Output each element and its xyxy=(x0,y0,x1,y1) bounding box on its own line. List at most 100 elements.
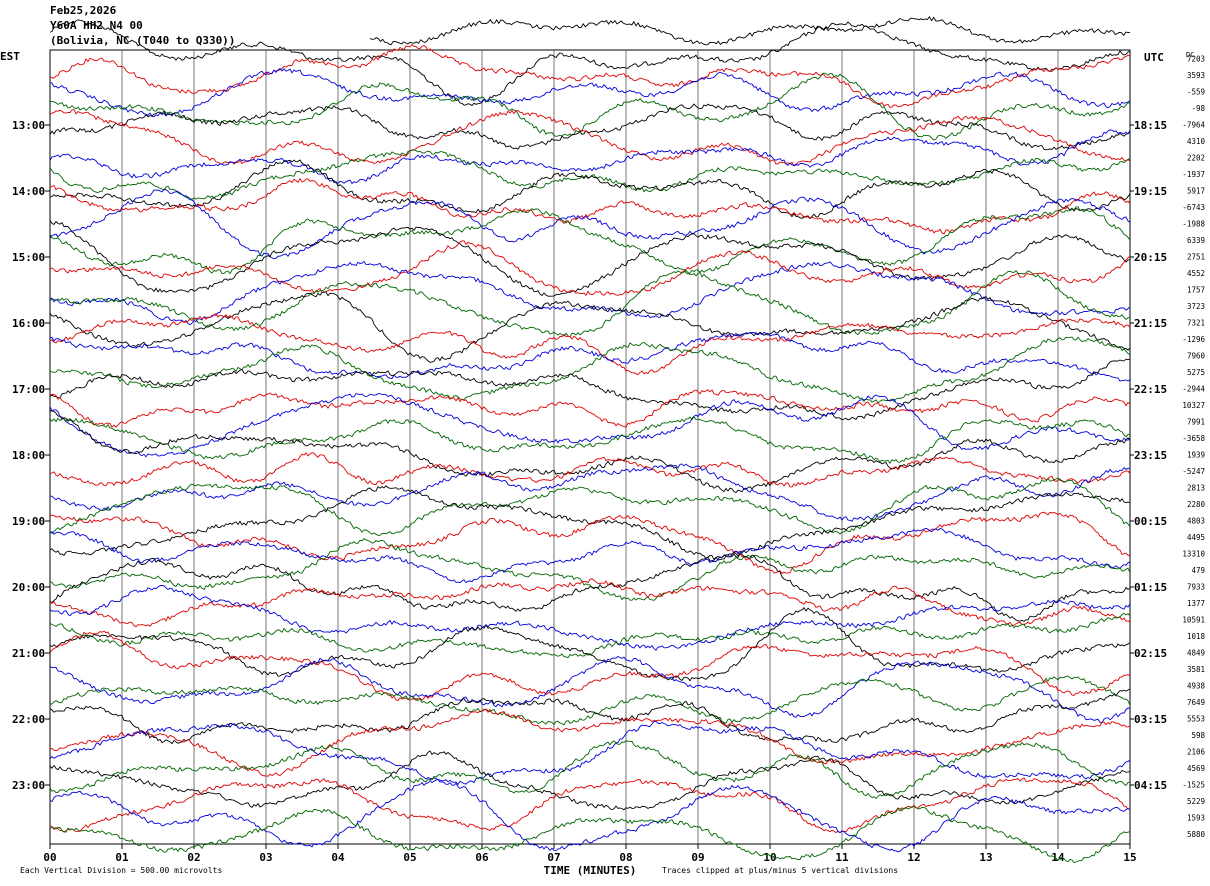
x-tick-label-06: 06 xyxy=(475,851,489,864)
trace-8 xyxy=(50,150,1130,199)
est-hour-label-5: 17:00 xyxy=(12,383,45,396)
utc-hour-label-5: 22:15 xyxy=(1134,383,1167,396)
dc-offset-3: -559 xyxy=(1187,88,1205,97)
dc-offset-10: -6743 xyxy=(1182,203,1205,212)
trace-19 xyxy=(50,332,1130,381)
utc-hour-label-7: 00:15 xyxy=(1134,515,1167,528)
x-tick-label-13: 13 xyxy=(979,851,992,864)
trace-48 xyxy=(50,807,1130,863)
dc-offset-25: 1939 xyxy=(1187,451,1205,460)
trace-6 xyxy=(50,110,1130,166)
trace-3 xyxy=(50,69,1130,117)
dc-offset-12: 6339 xyxy=(1187,236,1205,245)
trace-42 xyxy=(50,709,1130,776)
trace-40 xyxy=(50,676,1130,725)
x-tick-label-12: 12 xyxy=(907,851,920,864)
dc-offset-2: 3593 xyxy=(1187,71,1205,80)
trace-16 xyxy=(50,270,1130,337)
right-axis-label: UTC xyxy=(1144,51,1164,64)
est-hour-label-10: 22:00 xyxy=(12,713,45,726)
trace-11 xyxy=(50,189,1130,258)
station-label: Y60A HH2 N4 00 xyxy=(50,20,143,32)
trace-1 xyxy=(50,20,1130,106)
dc-offset-27: 2813 xyxy=(1187,484,1205,493)
x-axis-title: TIME (MINUTES) xyxy=(544,864,637,877)
trace-10 xyxy=(50,179,1130,234)
dc-offset-33: 7933 xyxy=(1187,583,1205,592)
utc-hour-label-8: 01:15 xyxy=(1134,581,1167,594)
dc-offset-34: 1377 xyxy=(1187,599,1205,608)
dc-offset-28: 2280 xyxy=(1187,500,1206,509)
clip-note: Traces clipped at plus/minus 5 vertical … xyxy=(662,866,898,875)
trace-13 xyxy=(50,221,1130,297)
dc-offset-47: 1593 xyxy=(1187,814,1205,823)
dc-offset-44: 4569 xyxy=(1187,764,1205,773)
x-tick-label-01: 01 xyxy=(115,851,129,864)
trace-27 xyxy=(50,464,1130,521)
utc-hour-label-9: 02:15 xyxy=(1134,647,1167,660)
dc-offset-21: -2944 xyxy=(1182,385,1205,394)
dc-offset-26: -5247 xyxy=(1182,467,1205,476)
x-tick-label-07: 07 xyxy=(547,851,560,864)
dc-offset-5: -7964 xyxy=(1182,121,1205,130)
trace-2 xyxy=(50,45,1130,108)
dc-offset-16: 3723 xyxy=(1187,302,1205,311)
trace-41 xyxy=(50,689,1130,744)
utc-hour-label-1: 18:15 xyxy=(1134,119,1167,132)
trace-45 xyxy=(50,751,1130,810)
dc-offset-37: 4849 xyxy=(1187,649,1205,658)
utc-hour-label-10: 03:15 xyxy=(1134,713,1167,726)
x-tick-label-08: 08 xyxy=(619,851,632,864)
x-tick-label-10: 10 xyxy=(763,851,776,864)
dc-offset-8: -1937 xyxy=(1182,170,1205,179)
dc-offset-41: 5553 xyxy=(1187,715,1205,724)
utc-hour-label-4: 21:15 xyxy=(1134,317,1167,330)
dc-offset-17: 7321 xyxy=(1187,319,1205,328)
trace-5 xyxy=(50,104,1130,150)
x-tick-label-04: 04 xyxy=(331,851,345,864)
date-label: Feb25,2026 xyxy=(50,5,116,17)
trace-25 xyxy=(50,410,1130,492)
utc-hour-label-11: 04:15 xyxy=(1134,779,1167,792)
left-axis-label: EST xyxy=(0,50,20,63)
trace-23 xyxy=(50,394,1130,457)
x-tick-label-00: 00 xyxy=(43,851,56,864)
location-label: (Bolivia, NC (T040 to Q330)) xyxy=(50,35,235,47)
dc-offset-29: 4803 xyxy=(1187,517,1205,526)
x-tick-label-09: 09 xyxy=(691,851,704,864)
trace-7 xyxy=(50,130,1130,184)
trace-32 xyxy=(50,539,1130,601)
est-hour-label-8: 20:00 xyxy=(12,581,45,594)
est-hour-label-4: 16:00 xyxy=(12,317,45,330)
trace-36 xyxy=(50,613,1130,658)
dc-offset-45: -1525 xyxy=(1182,781,1205,790)
dc-offset-32: 479 xyxy=(1191,566,1205,575)
dc-offset-43: 2106 xyxy=(1187,748,1206,757)
est-hour-label-6: 18:00 xyxy=(12,449,45,462)
trace-0-overflow xyxy=(370,17,1130,45)
dc-offset-23: 7991 xyxy=(1187,418,1205,427)
trace-30 xyxy=(50,512,1130,573)
dc-offset-40: 7649 xyxy=(1187,698,1205,707)
trace-17 xyxy=(50,292,1130,363)
dc-offset-24: -3658 xyxy=(1182,434,1205,443)
dc-offset-1: 7203 xyxy=(1187,55,1205,64)
dc-offset-15: 1757 xyxy=(1187,286,1205,295)
dc-offset-42: 598 xyxy=(1191,731,1205,740)
dc-offset-13: 2751 xyxy=(1187,253,1205,262)
trace-39 xyxy=(50,656,1130,723)
trace-31 xyxy=(50,528,1130,582)
x-tick-label-02: 02 xyxy=(187,851,200,864)
dc-offset-38: 3581 xyxy=(1187,665,1205,674)
dc-offset-9: 5917 xyxy=(1187,187,1205,196)
trace-44 xyxy=(50,741,1130,799)
x-tick-label-15: 15 xyxy=(1123,851,1136,864)
dc-offset-48: 5880 xyxy=(1187,830,1206,839)
utc-hour-label-2: 19:15 xyxy=(1134,185,1167,198)
dc-offset-20: 5275 xyxy=(1187,368,1205,377)
trace-35 xyxy=(50,586,1130,651)
est-hour-label-3: 15:00 xyxy=(12,251,45,264)
est-hour-label-11: 23:00 xyxy=(12,779,45,792)
x-tick-label-05: 05 xyxy=(403,851,416,864)
